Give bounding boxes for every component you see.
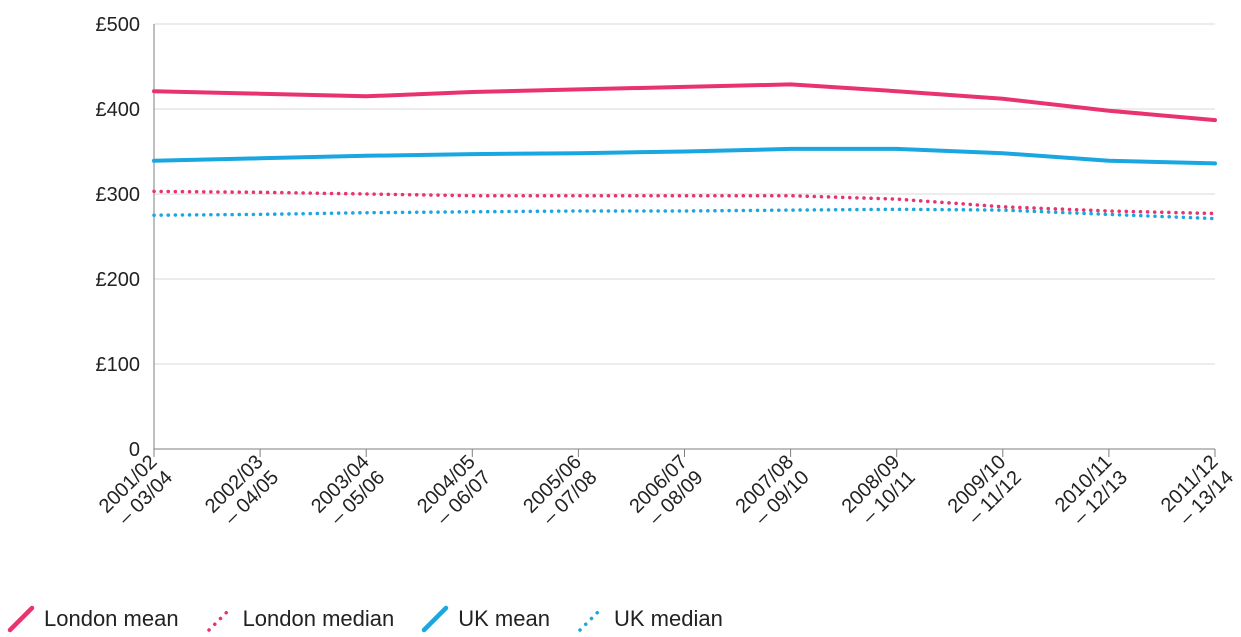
legend-item: London mean [6,604,179,634]
y-tick-label: £300 [96,184,141,206]
legend-item: UK median [576,604,723,634]
legend-label: London mean [44,606,179,631]
x-tick-label: 2009/10– 11/12 [944,451,1026,533]
solid-line-swatch-icon [422,605,449,633]
series-line-london-mean [152,82,1217,123]
dotted-line-swatch-icon [578,606,604,632]
x-tick-label: 2010/11– 12/13 [1051,451,1132,532]
legend-label: London median [242,606,395,631]
legend-item: UK mean [420,604,550,634]
x-tick-label: 2001/02– 03/04 [95,451,177,533]
series-line-uk-mean [152,146,1217,166]
y-tick-label: £500 [96,14,141,36]
x-tick-label: 2002/03– 04/05 [201,451,283,533]
y-tick-label: 0 [129,439,140,461]
dotted-line-swatch-icon [206,606,233,632]
x-tick-label: 2005/06– 07/08 [519,451,601,533]
series-line-uk-median [152,207,1217,221]
series-line-london-median [152,189,1217,216]
y-tick-label: £200 [96,269,141,291]
y-tick-label: £400 [96,99,141,121]
x-tick-label: 2006/07– 08/09 [625,451,707,533]
chart-legend: London mean London median UK mean UK median [6,604,749,634]
x-tick-label: 2008/09– 10/11 [838,451,920,533]
x-tick-label: 2007/08– 09/10 [731,451,813,533]
x-tick-label: 2003/04– 05/06 [307,451,389,533]
legend-label: UK median [613,606,723,631]
x-tick-label: 2011/12– 13/14 [1157,451,1238,532]
solid-line-swatch-icon [7,605,35,633]
line-chart: 0 £100 £200 £300 £400 £500 2001/02– 03/04 2002/… [95,14,1238,533]
legend-label: UK mean [458,606,550,631]
y-tick-label: £100 [96,354,141,376]
legend-item: London median [205,604,395,634]
x-tick-label: 2004/05– 06/07 [413,451,495,533]
